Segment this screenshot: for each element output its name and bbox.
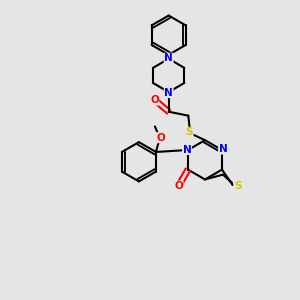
Text: N: N bbox=[164, 88, 173, 98]
Text: S: S bbox=[234, 181, 241, 191]
Text: N: N bbox=[164, 53, 173, 63]
Text: N: N bbox=[219, 144, 227, 154]
Text: O: O bbox=[150, 95, 159, 105]
Text: N: N bbox=[183, 145, 191, 154]
Text: S: S bbox=[185, 127, 193, 137]
Text: O: O bbox=[156, 133, 165, 143]
Text: O: O bbox=[174, 181, 183, 191]
